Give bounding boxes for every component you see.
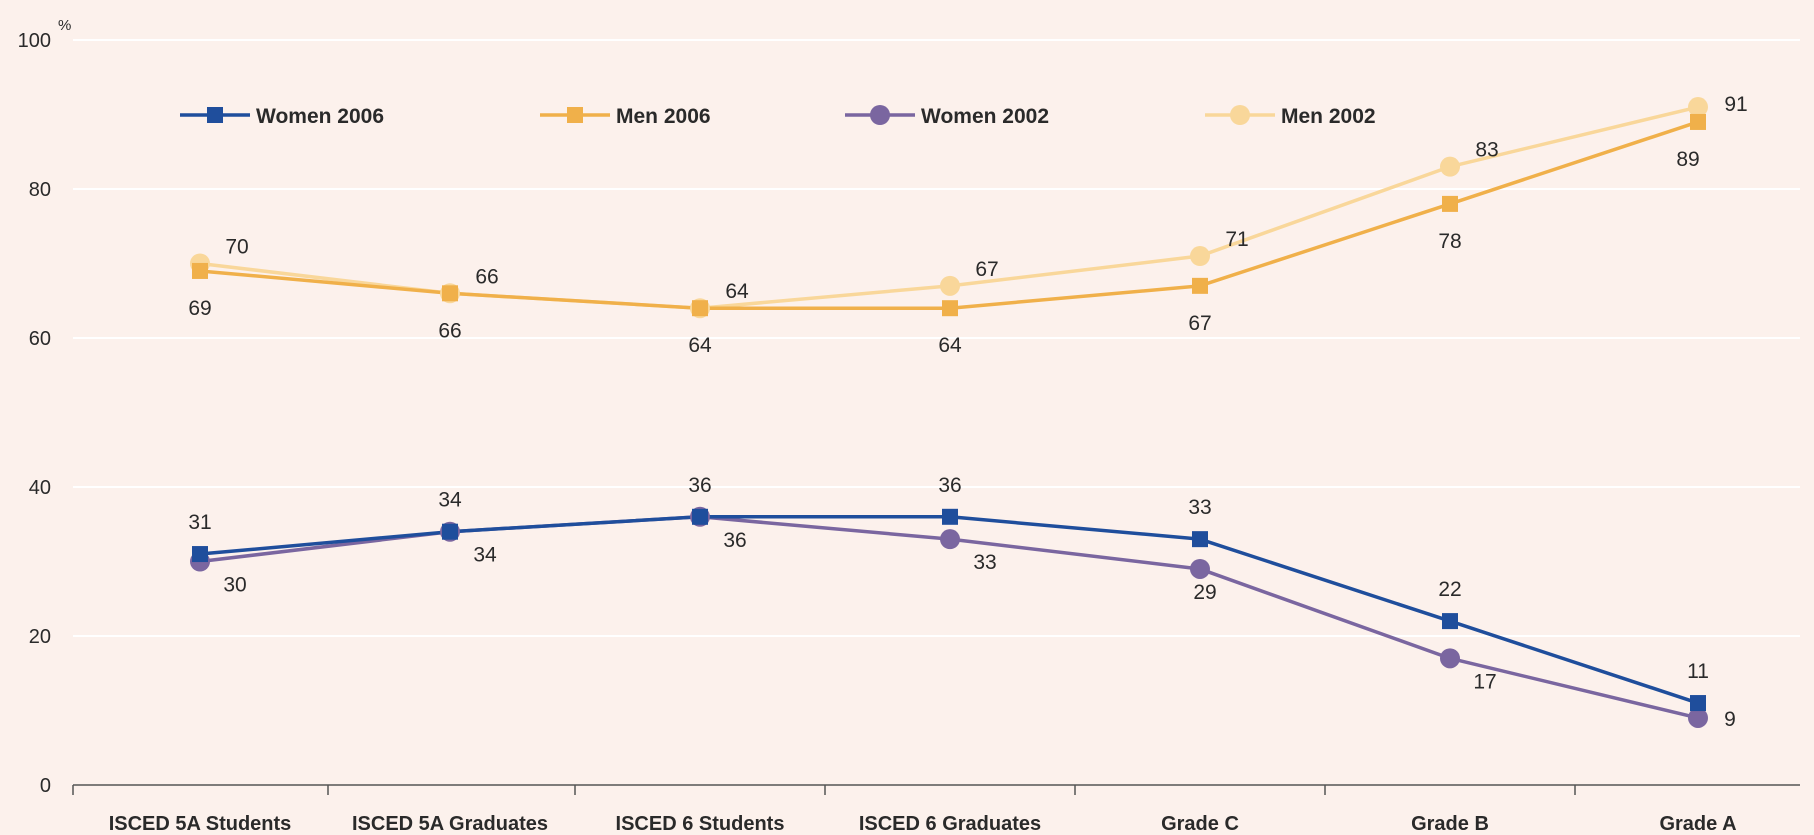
y-tick-label: 0 xyxy=(40,775,51,797)
x-tick-label: ISCED 6 Students xyxy=(616,813,785,835)
data-point xyxy=(940,529,960,550)
data-point xyxy=(1192,531,1208,548)
data-label: 34 xyxy=(438,489,462,512)
data-label: 69 xyxy=(188,297,211,320)
data-label: 78 xyxy=(1438,230,1461,253)
data-label: 17 xyxy=(1473,670,1496,693)
data-point xyxy=(1190,246,1210,267)
y-tick-label: 100 xyxy=(18,30,51,52)
legend-marker xyxy=(870,105,890,125)
legend-label: Women 2006 xyxy=(256,105,384,128)
legend-marker xyxy=(1230,105,1250,125)
legend-marker xyxy=(207,107,223,123)
data-point xyxy=(1688,707,1708,728)
series-markers xyxy=(190,97,1708,728)
data-label: 83 xyxy=(1475,139,1498,162)
x-tick-label: ISCED 5A Students xyxy=(109,813,292,835)
x-axis-ticks: ISCED 5A Students ISCED 5A Graduates ISCED… xyxy=(109,813,1737,835)
data-point xyxy=(442,285,458,302)
x-tick-label: Grade C xyxy=(1161,813,1239,835)
data-point xyxy=(1440,156,1460,177)
data-label: 64 xyxy=(688,334,712,357)
data-point xyxy=(1440,648,1460,669)
data-point xyxy=(192,546,208,563)
y-tick-label: 80 xyxy=(29,179,51,201)
data-point xyxy=(192,262,208,279)
data-label: 66 xyxy=(475,265,498,288)
data-label: 71 xyxy=(1225,228,1248,251)
y-tick-label: 40 xyxy=(29,477,51,499)
legend-marker xyxy=(567,107,583,123)
gridlines xyxy=(73,39,1800,637)
data-point xyxy=(692,300,708,317)
data-point xyxy=(942,508,958,525)
data-label: 30 xyxy=(223,574,246,597)
data-label: 36 xyxy=(723,529,746,552)
axes xyxy=(72,784,1800,795)
data-point xyxy=(1690,113,1706,130)
data-label: 64 xyxy=(938,334,962,357)
x-tick-label: Grade B xyxy=(1411,813,1489,835)
legend-label: Men 2006 xyxy=(616,105,711,128)
data-label: 29 xyxy=(1193,581,1216,604)
data-point xyxy=(1442,195,1458,212)
data-label: 22 xyxy=(1438,578,1461,601)
data-labels: 70 66 64 67 71 83 91 69 66 64 64 67 78 89 31 34 36 36 33 22… xyxy=(188,93,1747,731)
legend-label: Women 2002 xyxy=(921,105,1049,128)
y-tick-label: 60 xyxy=(29,328,51,350)
data-label: 66 xyxy=(438,319,461,342)
data-point xyxy=(692,508,708,525)
data-point xyxy=(1192,277,1208,294)
data-point xyxy=(1688,97,1708,118)
data-point xyxy=(1690,695,1706,712)
x-tick-label: Grade A xyxy=(1659,813,1736,835)
y-tick-label: 20 xyxy=(29,626,51,648)
series-lines xyxy=(199,105,1699,720)
data-label: 89 xyxy=(1676,148,1699,171)
data-point xyxy=(942,300,958,317)
data-point xyxy=(442,523,458,540)
data-label: 34 xyxy=(473,544,497,567)
x-tick-label: ISCED 5A Graduates xyxy=(352,813,548,835)
data-label: 33 xyxy=(1188,496,1211,519)
data-point xyxy=(1442,613,1458,630)
data-label: 11 xyxy=(1687,660,1709,683)
data-point xyxy=(940,275,960,296)
data-label: 91 xyxy=(1724,93,1747,116)
y-axis-ticks: 0 20 40 60 80 100% xyxy=(18,17,72,797)
data-label: 67 xyxy=(975,258,998,281)
data-label: 9 xyxy=(1724,708,1736,731)
x-tick-label: ISCED 6 Graduates xyxy=(859,813,1041,835)
legend-label: Men 2002 xyxy=(1281,105,1376,128)
data-label: 64 xyxy=(725,280,749,303)
data-label: 36 xyxy=(938,474,961,497)
data-label: 33 xyxy=(973,551,996,574)
legend: Women 2006 Men 2006 Women 2002 Men 2002 xyxy=(180,105,1376,128)
data-point xyxy=(1190,558,1210,579)
y-axis-unit: % xyxy=(58,17,71,34)
data-label: 31 xyxy=(188,511,211,534)
data-label: 67 xyxy=(1188,312,1211,335)
data-label: 36 xyxy=(688,474,711,497)
data-label: 70 xyxy=(225,236,248,259)
